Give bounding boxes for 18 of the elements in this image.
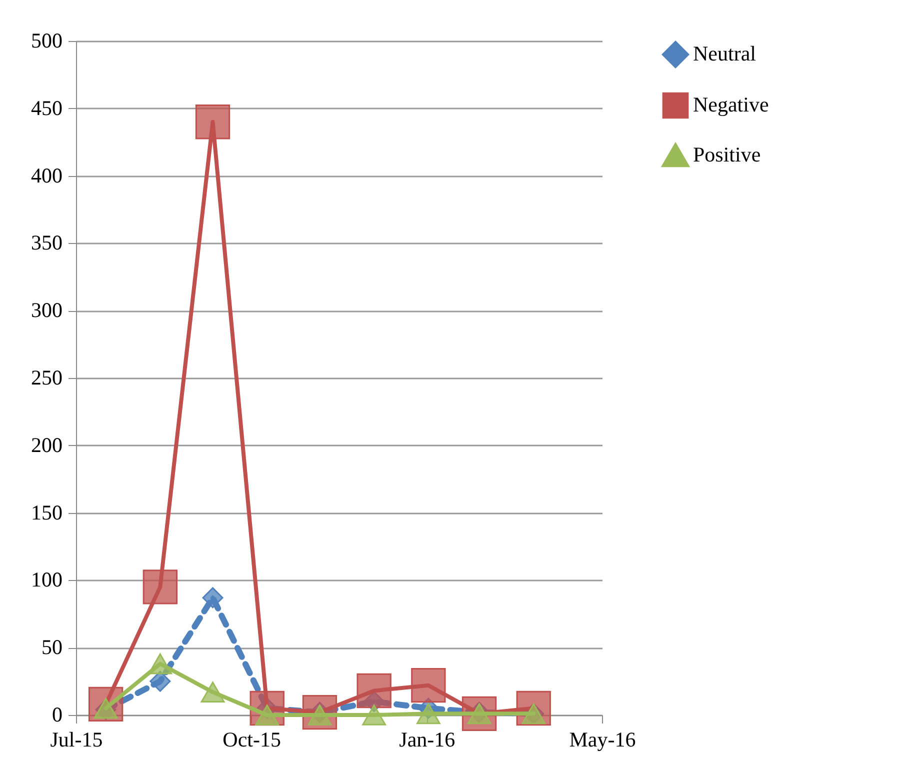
y-tick-label: 0	[52, 702, 62, 726]
y-tick-label: 50	[42, 635, 62, 660]
y-tick-label: 500	[31, 28, 62, 52]
legend-label: Positive	[693, 142, 761, 166]
y-tick-label: 250	[31, 366, 62, 390]
y-tick-label: 350	[31, 230, 62, 255]
x-tick-label: Jul-15	[50, 728, 103, 752]
x-tick-label: Oct-15	[222, 728, 281, 752]
y-tick-label: 200	[31, 432, 62, 457]
legend-label: Negative	[693, 92, 769, 116]
x-tick-label: Jan-16	[399, 728, 456, 752]
y-tick-label: 100	[31, 568, 62, 592]
y-tick-label: 450	[31, 96, 62, 120]
legend-label: Neutral	[693, 42, 756, 66]
y-tick-label: 300	[31, 298, 62, 322]
y-tick-label: 400	[31, 163, 62, 188]
x-tick-label: May-16	[569, 728, 636, 752]
y-tick-label: 150	[31, 500, 62, 524]
